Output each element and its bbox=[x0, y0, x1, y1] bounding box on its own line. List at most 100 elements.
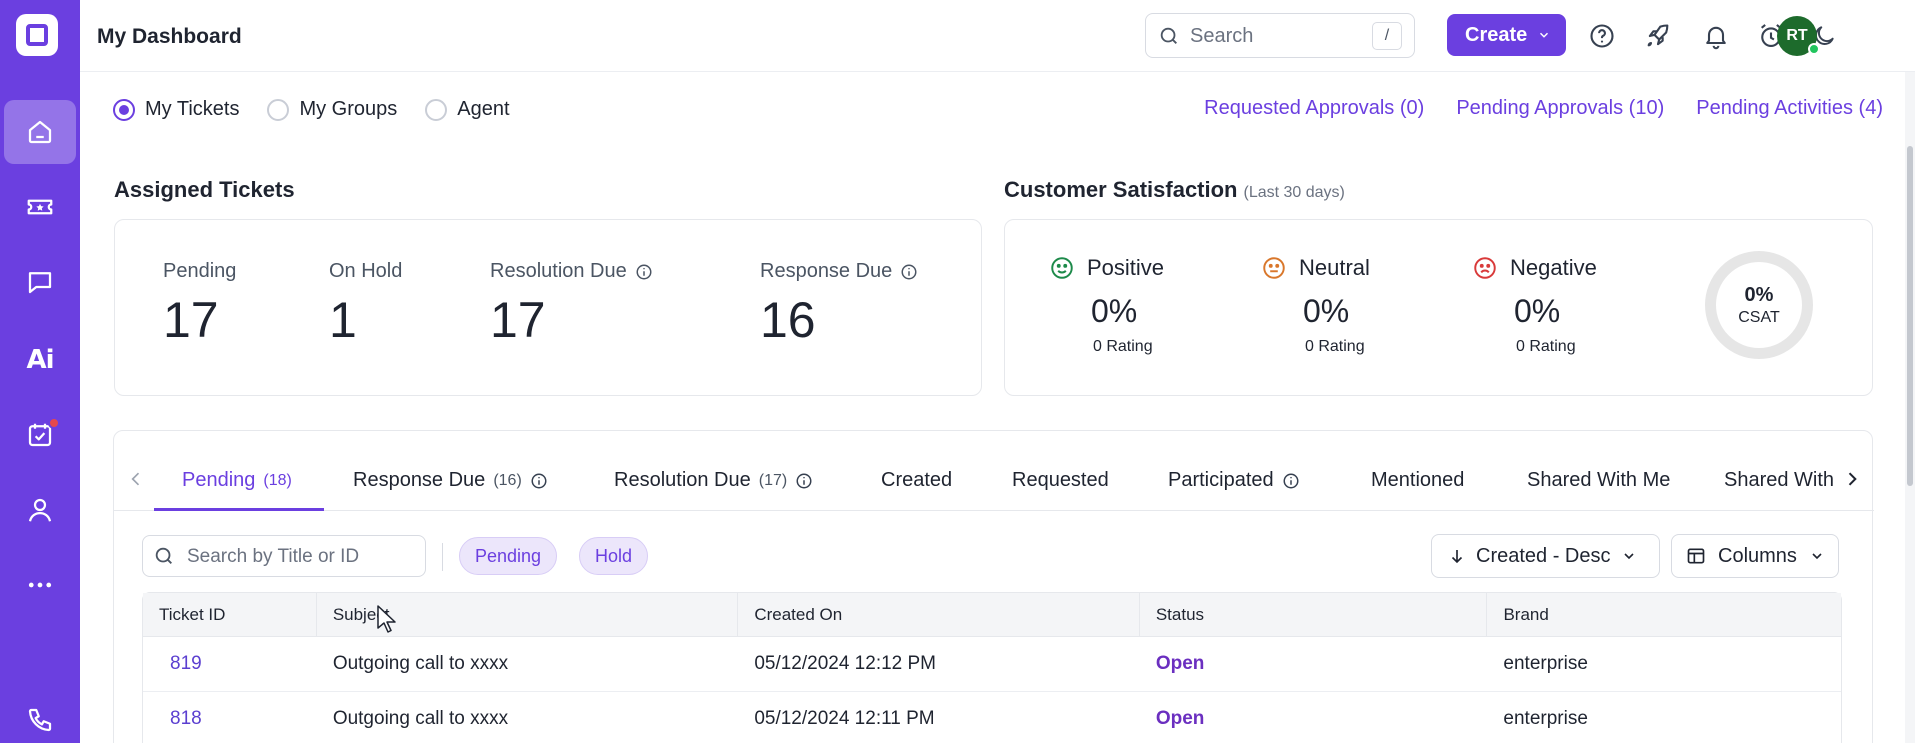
smile-icon bbox=[1051, 257, 1073, 279]
tickets-table: Ticket ID Subject Created On Status Bran… bbox=[142, 592, 1842, 743]
ticket-tabs: Pending (18) Response Due (16) Resolution … bbox=[114, 431, 1874, 511]
info-icon[interactable] bbox=[795, 472, 813, 490]
csat-title-text: Customer Satisfaction bbox=[1004, 177, 1238, 202]
pending-activities-link[interactable]: Pending Activities (4) bbox=[1696, 97, 1883, 119]
tab-label: Participated bbox=[1168, 469, 1274, 491]
csat-rating: 0 Rating bbox=[1516, 338, 1576, 355]
ticket-icon[interactable] bbox=[4, 175, 76, 239]
table-header: Ticket ID Subject Created On Status Bran… bbox=[143, 593, 1841, 637]
sort-dropdown[interactable]: Created - Desc bbox=[1431, 534, 1660, 578]
ticket-status: Open bbox=[1155, 653, 1205, 674]
chevron-right-icon[interactable] bbox=[1842, 469, 1862, 489]
info-icon[interactable] bbox=[530, 472, 548, 490]
stat-pending[interactable]: Pending 17 bbox=[163, 260, 236, 349]
home-icon[interactable] bbox=[4, 100, 76, 164]
tab-created[interactable]: Created bbox=[881, 469, 952, 492]
filter-chip-pending[interactable]: Pending bbox=[459, 537, 558, 575]
neutral-face-icon bbox=[1263, 257, 1285, 279]
global-search-input[interactable]: Search / bbox=[1145, 13, 1415, 58]
table-row[interactable]: 819 Outgoing call to xxxx 05/12/2024 12:… bbox=[143, 637, 1841, 692]
ticket-id-link[interactable]: 818 bbox=[170, 708, 202, 729]
page-scrollbar[interactable] bbox=[1905, 72, 1915, 743]
column-header-brand[interactable]: Brand bbox=[1503, 604, 1549, 624]
radio-my-groups[interactable]: My Groups bbox=[267, 98, 397, 121]
create-button-label: Create bbox=[1465, 23, 1528, 46]
app-logo[interactable] bbox=[16, 14, 58, 56]
stat-label: On Hold bbox=[329, 260, 403, 282]
requested-approvals-link[interactable]: Requested Approvals (0) bbox=[1204, 97, 1425, 119]
create-button[interactable]: Create bbox=[1447, 14, 1566, 56]
user-icon[interactable] bbox=[4, 478, 76, 542]
tickets-panel: Pending (18) Response Due (16) Resolution … bbox=[113, 430, 1874, 743]
phone-icon[interactable] bbox=[4, 688, 76, 743]
ticket-search-placeholder: Search by Title or ID bbox=[187, 546, 360, 567]
tab-mentioned[interactable]: Mentioned bbox=[1371, 469, 1464, 492]
tab-shared-with-me[interactable]: Shared With Me bbox=[1527, 469, 1670, 492]
ticket-search-input[interactable]: Search by Title or ID bbox=[142, 535, 426, 577]
tab-response-due[interactable]: Response Due (16) bbox=[353, 469, 548, 492]
tab-label: Mentioned bbox=[1371, 469, 1465, 491]
column-header-subject[interactable]: Subject bbox=[317, 593, 739, 636]
ai-icon[interactable]: Ai bbox=[4, 328, 76, 392]
bell-icon[interactable] bbox=[1700, 20, 1732, 52]
divider bbox=[442, 543, 443, 571]
mouse-cursor-icon bbox=[377, 605, 396, 633]
top-bar: My Dashboard Search / Create bbox=[80, 0, 1915, 72]
arrow-down-icon bbox=[1451, 550, 1463, 564]
tab-pending[interactable]: Pending (18) bbox=[182, 469, 292, 492]
task-icon[interactable] bbox=[4, 403, 76, 467]
tab-shared-with[interactable]: Shared With bbox=[1724, 469, 1834, 492]
csat-label: Neutral bbox=[1299, 255, 1370, 280]
stat-value: 16 bbox=[760, 292, 816, 348]
assigned-tickets-title: Assigned Tickets bbox=[114, 177, 295, 202]
table-row[interactable]: 818 Outgoing call to xxxx 05/12/2024 12:… bbox=[143, 692, 1841, 743]
chat-icon[interactable] bbox=[4, 250, 76, 314]
radio-agent[interactable]: Agent bbox=[425, 98, 510, 121]
info-icon[interactable] bbox=[900, 263, 918, 281]
csat-positive: Positive 0% 0 Rating bbox=[1049, 255, 1164, 356]
chevron-down-icon bbox=[1540, 32, 1549, 38]
csat-neutral: Neutral 0% 0 Rating bbox=[1261, 255, 1370, 356]
stat-on-hold[interactable]: On Hold 1 bbox=[329, 260, 402, 349]
column-header-status[interactable]: Status bbox=[1140, 593, 1488, 636]
help-icon[interactable] bbox=[1586, 20, 1618, 52]
csat-percentage: 0% bbox=[1091, 293, 1138, 329]
moon-icon[interactable] bbox=[1808, 20, 1840, 52]
page-title: My Dashboard bbox=[97, 25, 242, 48]
info-icon[interactable] bbox=[1282, 472, 1300, 490]
csat-score-value: 0% bbox=[1744, 283, 1774, 306]
stat-resolution-due[interactable]: Resolution Due 17 bbox=[490, 260, 653, 349]
sidebar: Ai bbox=[0, 0, 80, 743]
ticket-subject: Outgoing call to xxxx bbox=[332, 708, 509, 729]
ticket-id-link[interactable]: 819 bbox=[170, 653, 202, 674]
filter-chip-hold[interactable]: Hold bbox=[579, 537, 649, 575]
chevron-down-icon bbox=[1623, 553, 1634, 560]
column-header-created-on[interactable]: Created On bbox=[738, 593, 1140, 636]
csat-rating: 0 Rating bbox=[1305, 338, 1365, 355]
active-tab-indicator bbox=[154, 508, 324, 511]
ticket-brand: enterprise bbox=[1503, 708, 1588, 729]
pending-approvals-link[interactable]: Pending Approvals (10) bbox=[1456, 97, 1665, 119]
ticket-created-on: 05/12/2024 12:11 PM bbox=[754, 708, 935, 729]
columns-icon bbox=[1687, 548, 1705, 564]
csat-rating: 0 Rating bbox=[1093, 338, 1153, 355]
column-header-ticket-id[interactable]: Ticket ID bbox=[143, 593, 317, 636]
tab-label: Pending bbox=[182, 469, 256, 491]
chevron-left-icon[interactable] bbox=[126, 469, 146, 489]
more-icon[interactable] bbox=[4, 553, 76, 617]
approval-links: Requested Approvals (0) Pending Approval… bbox=[1204, 97, 1883, 120]
columns-label: Columns bbox=[1718, 544, 1797, 567]
tab-participated[interactable]: Participated bbox=[1168, 469, 1300, 492]
stat-response-due[interactable]: Response Due 16 bbox=[760, 260, 918, 349]
tab-resolution-due[interactable]: Resolution Due (17) bbox=[614, 469, 813, 492]
radio-my-tickets[interactable]: My Tickets bbox=[113, 98, 239, 121]
csat-score-ring: 0% CSAT bbox=[1705, 251, 1813, 359]
csat-label: Negative bbox=[1510, 255, 1597, 280]
tab-label: Shared With Me bbox=[1527, 469, 1671, 491]
rocket-icon[interactable] bbox=[1642, 20, 1674, 52]
columns-dropdown[interactable]: Columns bbox=[1671, 534, 1839, 578]
search-shortcut-key: / bbox=[1372, 22, 1402, 50]
tab-requested[interactable]: Requested bbox=[1012, 469, 1109, 492]
search-icon bbox=[155, 547, 172, 564]
info-icon[interactable] bbox=[635, 263, 653, 281]
